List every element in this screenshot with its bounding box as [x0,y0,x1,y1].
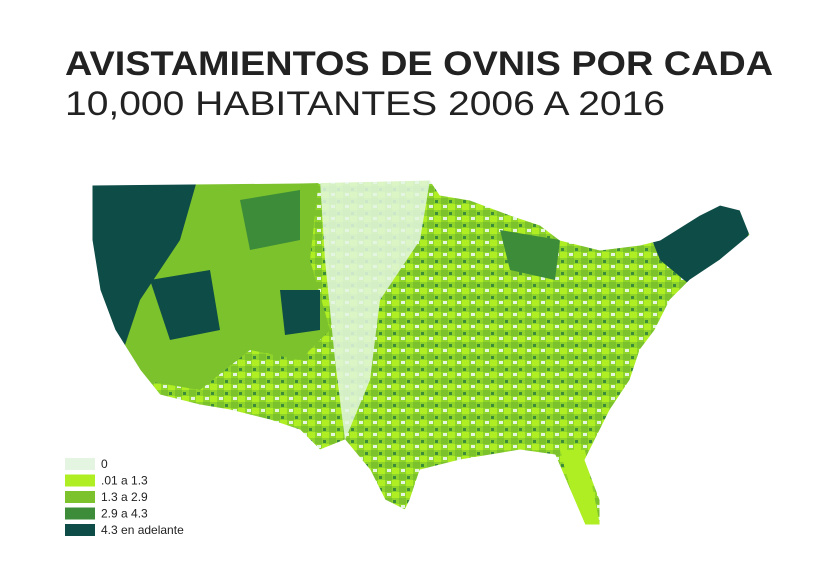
legend-label: 0 [101,457,108,471]
legend-swatch [65,491,95,503]
title-line1: AVISTAMIENTOS DE OVNIS POR CADA [65,45,773,83]
legend-swatch [65,458,95,470]
legend-swatch [65,524,95,536]
title-line2: 10,000 HABITANTES 2006 A 2016 [65,85,665,123]
legend: 0 .01 a 1.3 1.3 a 2.9 2.9 a 4.3 4.3 en adela… [65,457,184,537]
legend-label: 4.3 en adelante [101,523,184,537]
legend-swatch [65,507,95,520]
legend-label: 2.9 a 4.3 [101,507,148,521]
legend-label: .01 a 1.3 [101,474,148,488]
legend-label: 1.3 a 2.9 [101,490,148,504]
us-map [92,180,750,525]
legend-swatch [65,474,95,487]
us-outline [91,179,751,526]
